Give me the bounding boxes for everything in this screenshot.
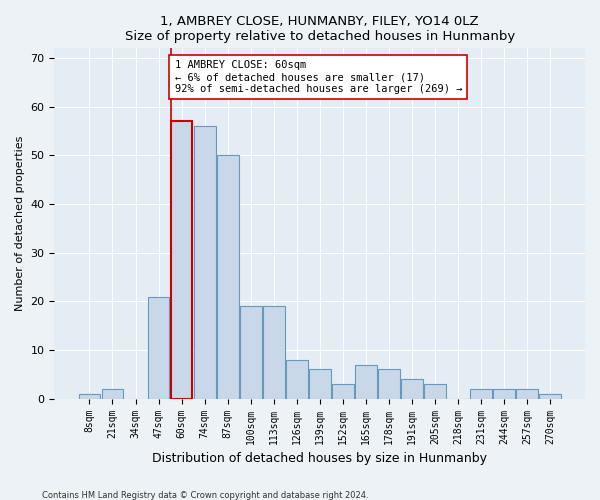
Bar <box>286 360 308 399</box>
Bar <box>470 389 492 398</box>
Bar <box>378 370 400 398</box>
Text: 1 AMBREY CLOSE: 60sqm
← 6% of detached houses are smaller (17)
92% of semi-detac: 1 AMBREY CLOSE: 60sqm ← 6% of detached h… <box>175 60 462 94</box>
Bar <box>355 364 377 398</box>
Bar <box>263 306 284 398</box>
Bar <box>217 156 239 398</box>
Bar <box>79 394 100 398</box>
Bar <box>170 122 193 398</box>
Bar <box>539 394 561 398</box>
Bar <box>332 384 353 398</box>
Title: 1, AMBREY CLOSE, HUNMANBY, FILEY, YO14 0LZ
Size of property relative to detached: 1, AMBREY CLOSE, HUNMANBY, FILEY, YO14 0… <box>125 15 515 43</box>
Bar <box>493 389 515 398</box>
X-axis label: Distribution of detached houses by size in Hunmanby: Distribution of detached houses by size … <box>152 452 487 465</box>
Bar <box>148 296 169 398</box>
Bar <box>516 389 538 398</box>
Text: Contains HM Land Registry data © Crown copyright and database right 2024.: Contains HM Land Registry data © Crown c… <box>42 490 368 500</box>
Bar <box>239 306 262 398</box>
Bar <box>194 126 215 398</box>
Bar <box>101 389 124 398</box>
Y-axis label: Number of detached properties: Number of detached properties <box>15 136 25 311</box>
Bar <box>401 379 423 398</box>
Bar <box>309 370 331 398</box>
Bar <box>424 384 446 398</box>
